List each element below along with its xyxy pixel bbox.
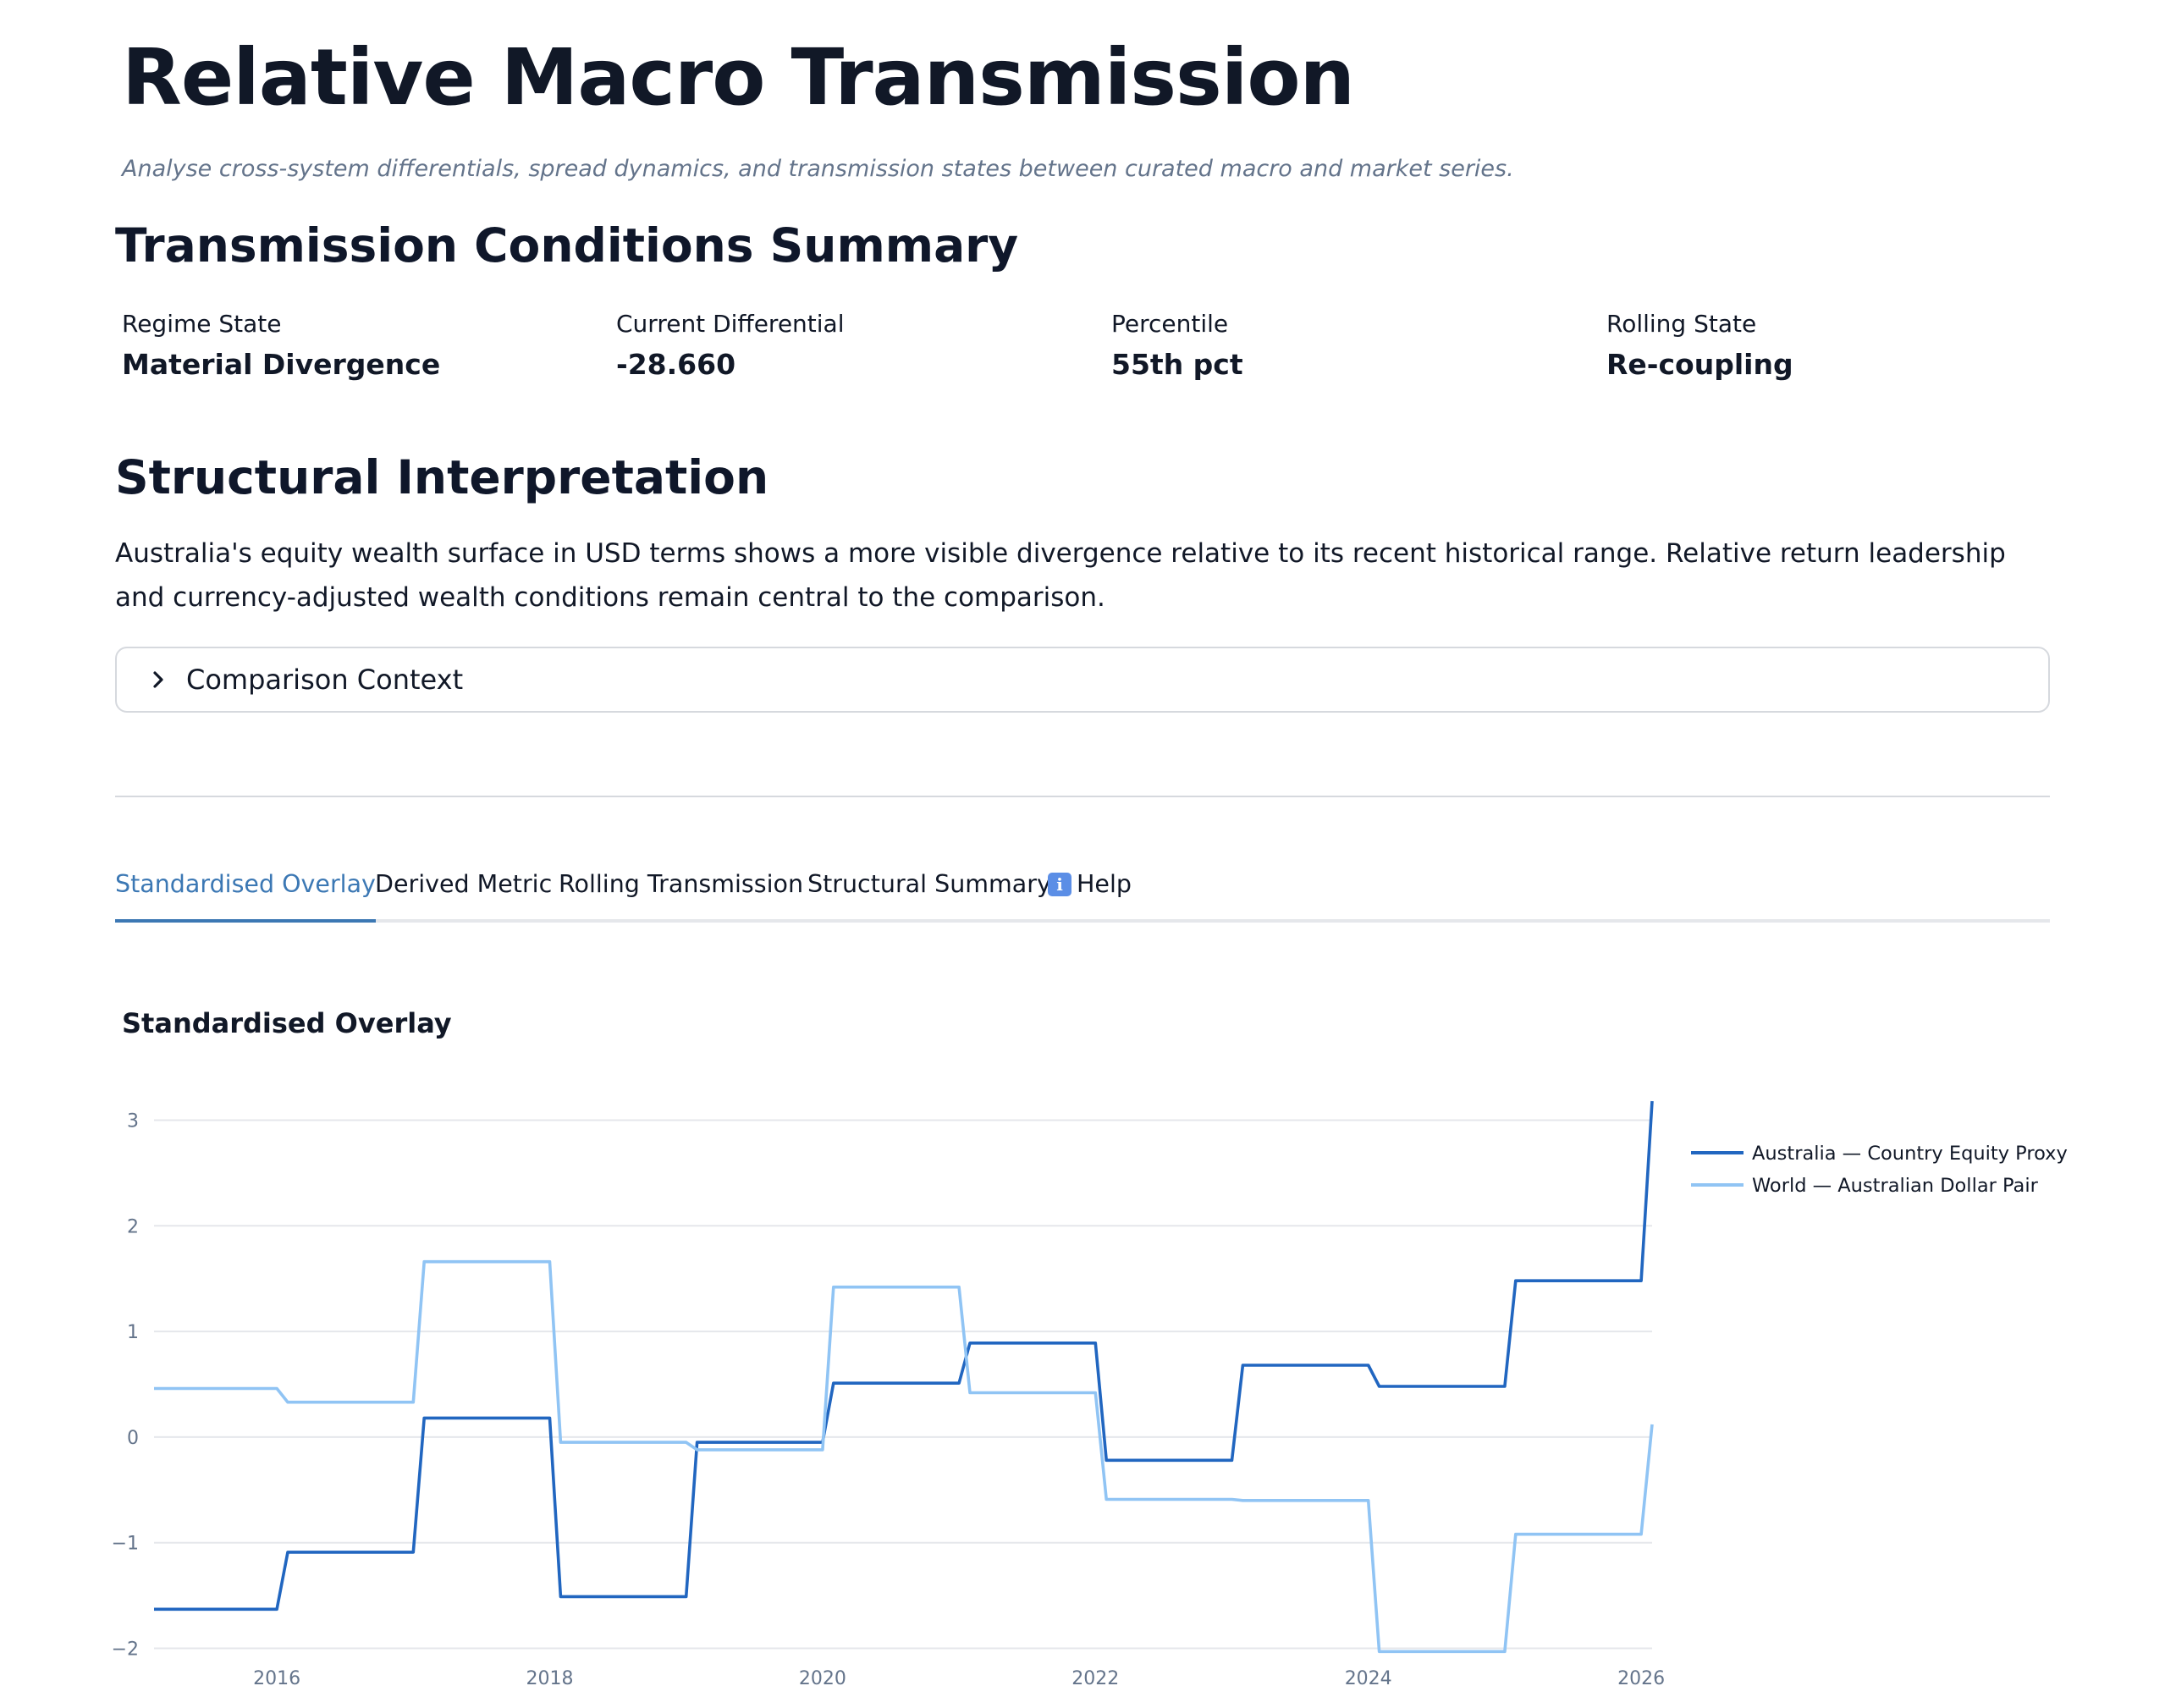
metric-label: Regime State: [122, 310, 282, 338]
interpretation-text: Australia's equity wealth surface in USD…: [115, 538, 2006, 613]
y-tick-label: 0: [127, 1428, 139, 1449]
x-tick-label: 2018: [526, 1668, 573, 1689]
metric-label: Current Differential: [616, 310, 845, 338]
y-axis-ticks: 3 2 1 0 −1 −2: [112, 1110, 139, 1660]
y-tick-label: 2: [127, 1216, 139, 1237]
metric-value: Re-coupling: [1606, 348, 1793, 381]
y-tick-label: −2: [112, 1639, 139, 1661]
metric-value: 55th pct: [1111, 348, 1243, 381]
x-tick-label: 2016: [253, 1668, 300, 1689]
comparison-context-expander[interactable]: Comparison Context: [115, 647, 2050, 713]
metric-regime-state: Regime State Material Divergence: [122, 310, 596, 381]
series-line-2: [154, 1259, 1654, 1654]
info-icon: i: [1048, 873, 1071, 896]
metric-label: Rolling State: [1606, 310, 1757, 338]
metric-label: Percentile: [1111, 310, 1229, 338]
x-tick-label: 2026: [1617, 1668, 1665, 1689]
tab-help[interactable]: i Help: [1048, 853, 1132, 923]
tab-rolling-transmission[interactable]: Rolling Transmission: [559, 870, 804, 898]
tab-bar: Standardised Overlay Derived Metric Roll…: [115, 853, 2050, 923]
metric-value: Material Divergence: [122, 348, 441, 381]
x-tick-label: 2022: [1071, 1668, 1119, 1689]
metric-value: -28.660: [616, 348, 736, 381]
tab-standardised-overlay[interactable]: Standardised Overlay: [115, 853, 376, 923]
chart-heading: Standardised Overlay: [122, 1007, 452, 1039]
expander-label: Comparison Context: [186, 664, 464, 696]
x-tick-label: 2024: [1345, 1668, 1392, 1689]
series-line-1: [154, 1100, 1654, 1612]
chart-legend: Australia — Country Equity Proxy World — …: [1691, 1143, 2068, 1197]
summary-heading: Transmission Conditions Summary: [115, 218, 1019, 273]
y-tick-label: 1: [127, 1322, 139, 1343]
legend-label: Australia — Country Equity Proxy: [1752, 1143, 2068, 1165]
metric-percentile: Percentile 55th pct: [1111, 310, 1585, 381]
x-tick-label: 2020: [799, 1668, 846, 1689]
metric-current-differential: Current Differential -28.660: [616, 310, 1090, 381]
y-tick-label: −1: [112, 1534, 139, 1555]
x-axis-ticks: 2016 2018 2020 2022 2024 2026: [253, 1668, 1665, 1689]
tab-derived-metric[interactable]: Derived Metric: [375, 870, 553, 898]
y-tick-label: 3: [127, 1110, 139, 1132]
metric-rolling-state: Rolling State Re-coupling: [1606, 310, 2080, 381]
standardised-overlay-chart: 3 2 1 0 −1 −2 2016 2018 2020 2022 2024 2026 Austra…: [112, 1100, 2068, 1689]
tab-help-label: Help: [1077, 870, 1132, 898]
section-divider: [115, 796, 2050, 797]
grid-layer: [154, 1119, 1652, 1650]
chevron-right-icon: [149, 669, 171, 691]
page-title: Relative Macro Transmission: [122, 32, 1355, 123]
page-subtitle: Analyse cross-system differentials, spre…: [122, 156, 1514, 182]
interpretation-heading: Structural Interpretation: [115, 450, 769, 504]
series-layer: [154, 1100, 1654, 1654]
tab-structural-summary[interactable]: Structural Summary: [807, 870, 1051, 898]
legend-label: World — Australian Dollar Pair: [1752, 1175, 2039, 1197]
